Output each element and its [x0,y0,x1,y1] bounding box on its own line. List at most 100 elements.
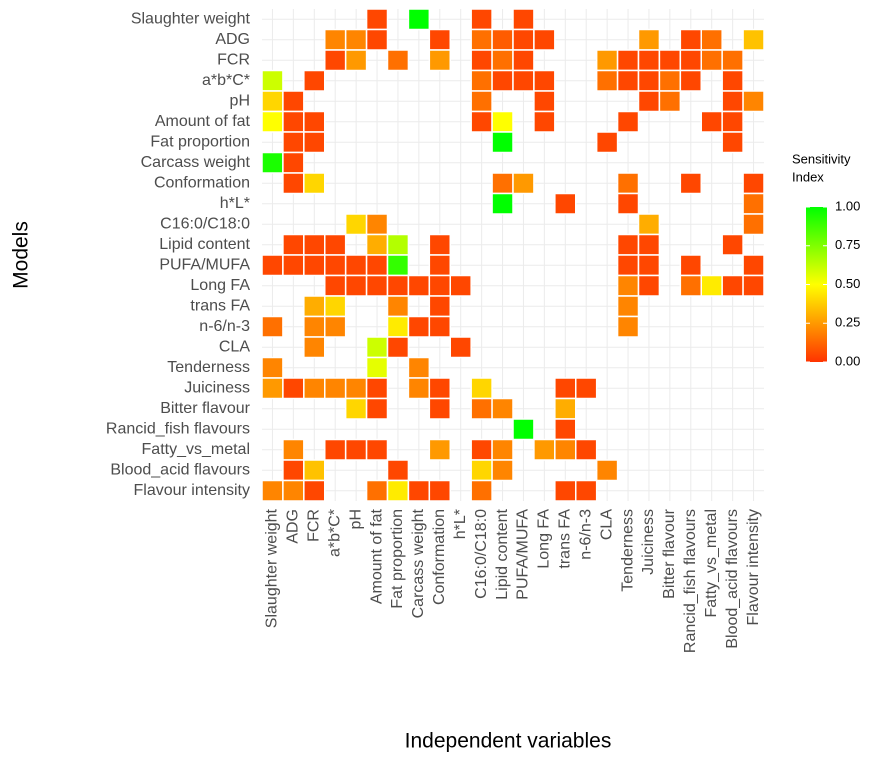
cell [554,418,577,441]
y-tick-label: Lipid content [159,236,250,253]
x-tick-label: Carcass weight [410,508,427,618]
cell [658,49,682,72]
cell [491,438,514,461]
cell [261,315,284,338]
cell [637,69,661,92]
cell [324,233,347,256]
cell [344,49,368,72]
cell [616,110,640,133]
cell [386,49,410,72]
cell [512,8,535,31]
cell [470,377,493,400]
cell [470,479,493,502]
cell [637,49,661,72]
x-tick-label: Amount of fat [368,508,385,604]
cell [721,69,744,92]
legend-label: 0.75 [835,237,860,252]
cell [512,172,535,195]
x-tick-label: C16:0/C18:0 [473,509,490,599]
y-tick-label: Conformation [154,174,250,191]
cell [344,28,368,51]
cell [616,274,640,297]
cell [491,49,514,72]
cell [742,254,765,277]
cell [303,131,326,154]
cell [282,254,305,277]
cell [324,49,347,72]
cell [491,172,514,195]
x-tick-label: Slaughter weight [264,508,281,628]
cell [637,274,661,297]
cell [616,233,640,256]
y-tick-label: pH [230,92,250,109]
legend-title: Sensitivity [792,151,851,166]
cell [449,336,472,359]
cell [428,274,452,297]
x-tick-label: Long FA [536,509,553,569]
cell [449,274,472,297]
cell [616,192,640,215]
cell [616,254,640,277]
cell [365,438,389,461]
cell [344,254,368,277]
cell [282,438,305,461]
cell [428,315,452,338]
cell [679,69,702,92]
cell [721,49,744,72]
y-tick-label: Blood_acid flavours [110,461,250,478]
legend-title: Index [792,169,824,184]
cell [386,274,410,297]
cell [261,377,284,400]
legend-label: 0.50 [835,276,860,291]
cell [533,28,556,51]
cell [721,110,744,133]
cell [554,479,577,502]
cell [303,479,326,502]
cell [365,356,389,379]
cell [365,397,389,420]
cell [658,69,682,92]
cell [575,377,598,400]
cell [491,110,514,133]
cell [324,254,347,277]
cell [344,274,368,297]
cell [700,28,723,51]
cell [365,336,389,359]
cell [324,377,347,400]
cell [428,28,452,51]
cell [470,8,493,31]
y-tick-label: Juiciness [184,379,250,396]
cell [282,110,305,133]
y-tick-label: C16:0/C18:0 [160,215,250,232]
y-tick-label: Tenderness [167,359,250,376]
y-tick-label: h*L* [220,195,250,212]
cell [616,315,640,338]
cell [595,69,619,92]
cell [386,233,410,256]
cell [637,254,661,277]
cell [324,315,347,338]
y-tick-label: a*b*C* [202,72,250,89]
cell [261,90,284,113]
x-tick-label: Conformation [431,509,448,605]
y-tick-label: Amount of fat [155,113,251,130]
y-tick-label: Slaughter weight [131,10,251,27]
y-tick-label: Carcass weight [141,154,251,171]
cell [365,377,389,400]
cell [261,151,284,174]
cell [344,213,368,236]
cell [324,295,347,318]
x-tick-label: ADG [285,509,302,544]
legend-label: 0.25 [835,315,860,330]
cell [512,69,535,92]
cell [303,459,326,482]
cell [679,49,702,72]
cell [491,69,514,92]
cell [428,254,452,277]
cell [742,274,765,297]
cell [679,28,702,51]
cell [679,172,702,195]
y-tick-label: n-6/n-3 [199,318,250,335]
cell [428,377,452,400]
cell [742,28,765,51]
